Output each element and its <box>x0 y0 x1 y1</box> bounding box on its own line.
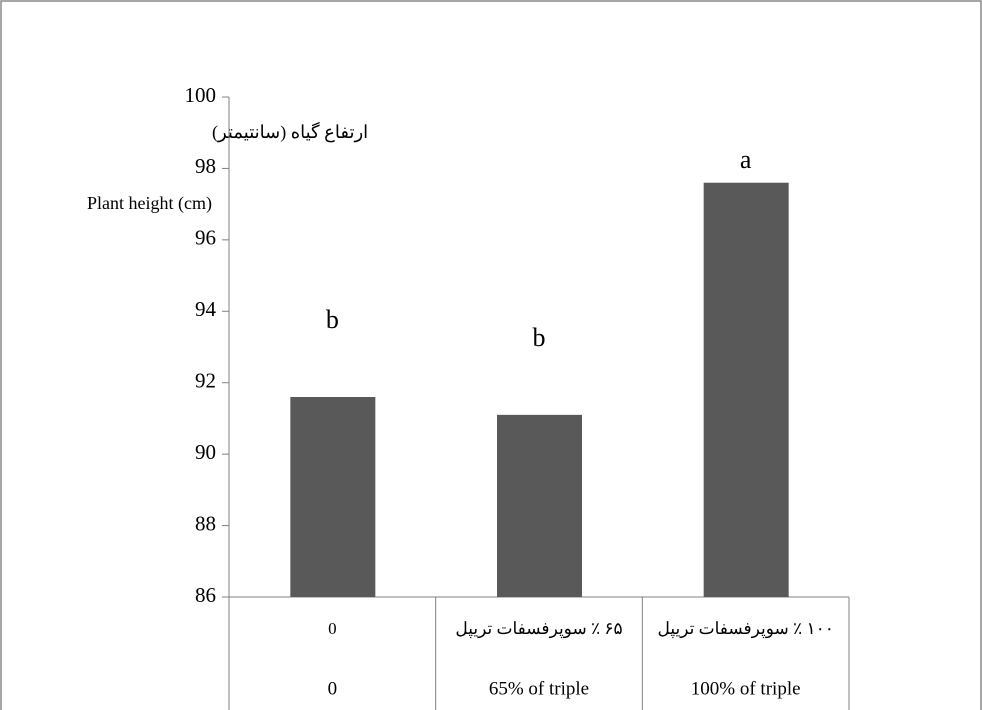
x-tick-label: 65% of triple <box>489 678 589 699</box>
y-tick-label: 100 <box>185 83 217 107</box>
annotation: a <box>740 145 752 174</box>
y-tick-label: 98 <box>195 154 216 178</box>
y-tick-label: 94 <box>195 297 217 321</box>
x-tick-label: ۱۰۰ ٪ سوپرفسفات تریپل <box>657 619 833 639</box>
x-tick-label: 100% of triple <box>691 678 801 699</box>
bar <box>290 397 376 597</box>
annotation: b <box>326 305 339 334</box>
x-tick-label: 0 <box>328 678 338 699</box>
bar <box>497 414 582 597</box>
y-tick-label: 88 <box>195 511 216 535</box>
bar <box>703 182 789 597</box>
y-axis-label: ارتفاع گیاه (سانتیمتر) <box>212 121 368 143</box>
x-tick-label: 0 <box>328 619 337 638</box>
x-tick-label: ۶۵ ٪ سوپرفسفات تریپل <box>455 619 622 639</box>
y-tick-label: 92 <box>195 369 216 393</box>
annotation: b <box>533 323 546 352</box>
y-tick-label: 86 <box>195 583 216 607</box>
y-tick-label: 90 <box>195 440 216 464</box>
y-tick-label: 96 <box>195 226 216 250</box>
y-axis-label: Plant height (cm) <box>87 193 212 214</box>
